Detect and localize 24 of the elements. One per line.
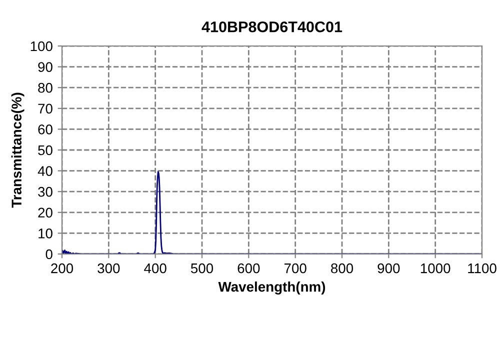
y-tick-label: 10 [38,228,52,238]
y-tick-label: 80 [38,82,52,93]
x-tick-label: 400 [144,263,166,274]
x-axis-title: Wavelength(nm) [218,282,326,295]
x-tick-label: 1100 [468,263,496,274]
y-tick-label: 60 [38,124,52,134]
x-tick-label: 600 [238,263,260,274]
x-tick-label: 200 [51,263,74,274]
x-tick-label: 500 [190,263,214,274]
y-tick-label: 20 [38,208,52,218]
x-tick-label: 300 [98,263,120,274]
x-tick-label: 800 [331,263,354,274]
y-tick-label: 0 [46,249,52,260]
y-axis-title: Transmittance(%) [11,92,24,208]
y-tick-label: 70 [38,104,52,114]
x-tick-label: 900 [378,263,400,274]
y-tick-label: 40 [38,166,52,176]
y-tick-label: 100 [30,41,52,52]
y-tick-label: 30 [38,186,52,197]
y-tick-label: 50 [38,145,52,156]
x-tick-label: 1000 [420,263,450,274]
x-tick-label: 700 [284,263,306,274]
chart-title: 410BP8OD6T40C01 [202,21,342,32]
y-tick-label: 90 [38,62,52,72]
